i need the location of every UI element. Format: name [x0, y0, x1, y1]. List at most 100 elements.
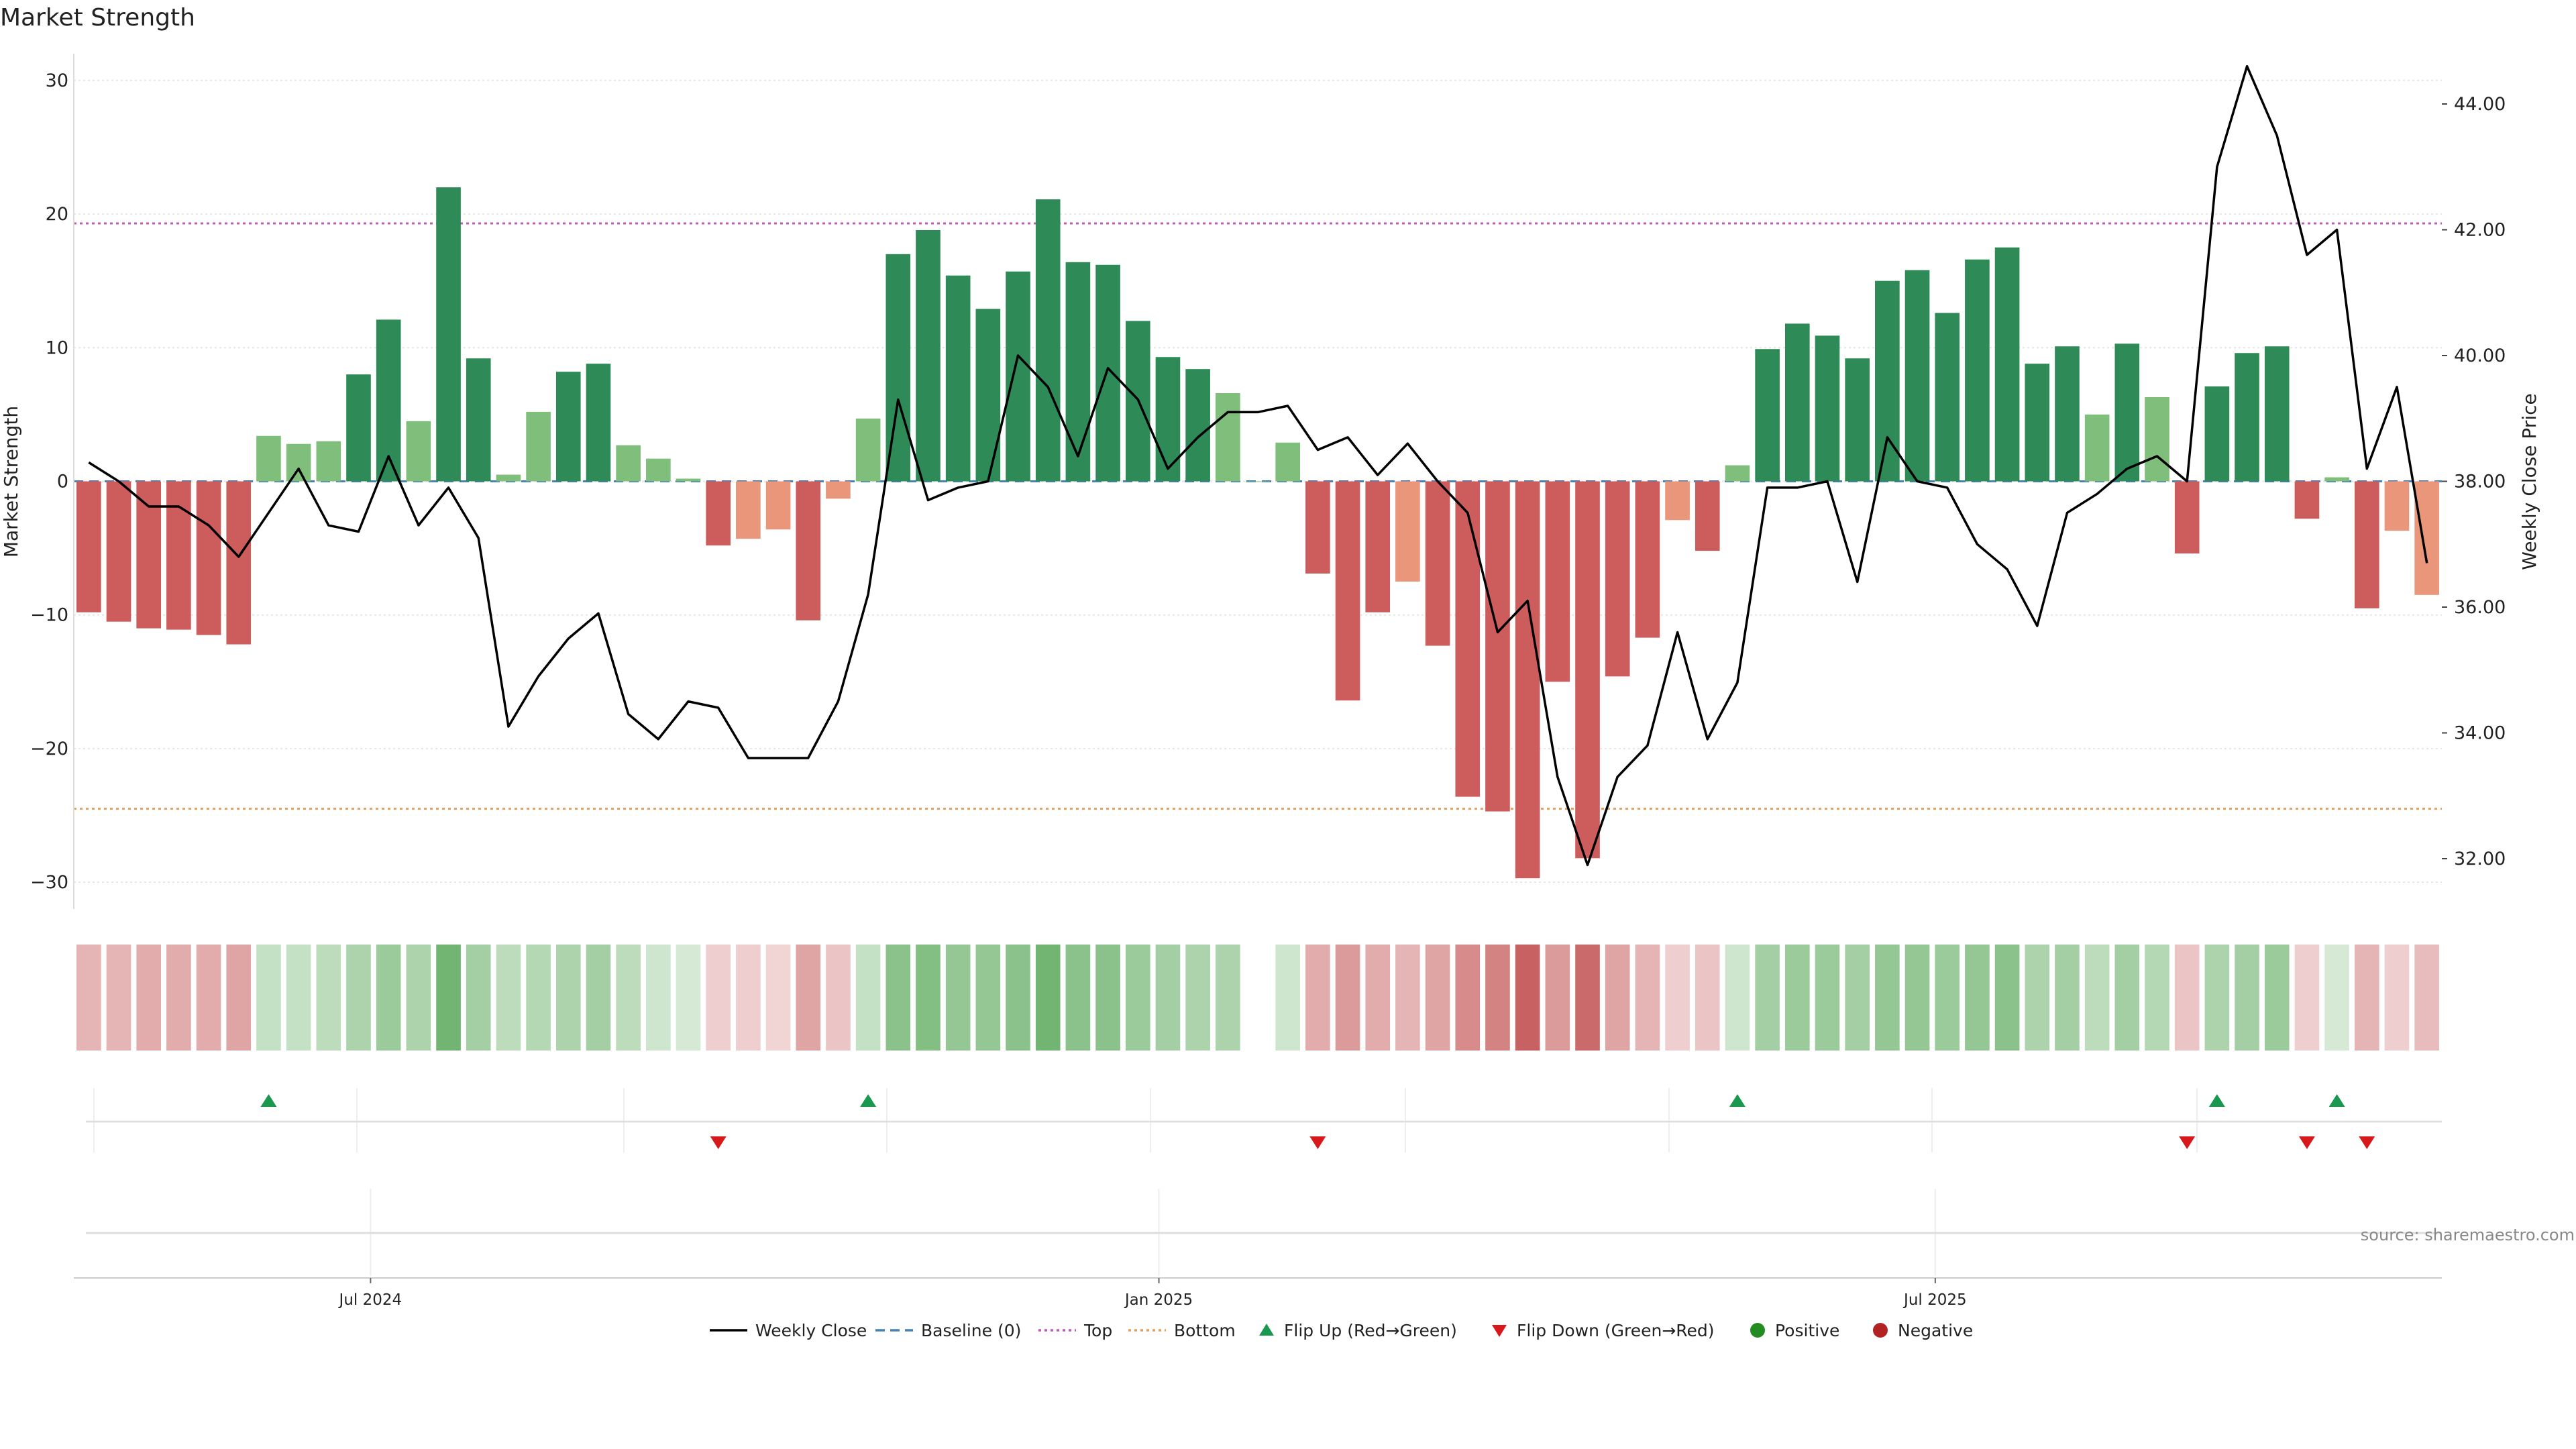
strength-bar [2324, 477, 2349, 482]
heat-cell [2114, 945, 2140, 1051]
strength-bar [496, 474, 521, 482]
legend-label: Flip Up (Red→Green) [1284, 1321, 1457, 1340]
flip-up-marker [2328, 1094, 2345, 1107]
strength-bar [2294, 481, 2320, 519]
strength-bar [945, 275, 971, 482]
strength-bar [1335, 481, 1360, 701]
heat-cell [1784, 945, 1810, 1051]
heat-cell [1215, 945, 1240, 1051]
strength-bar [646, 458, 671, 482]
strength-bars [76, 187, 2439, 879]
flip-down-marker [710, 1136, 727, 1149]
strength-bar [676, 478, 701, 482]
y-right-tick-label: 36.00 [2454, 597, 2506, 618]
strength-bar [406, 421, 431, 482]
strength-bar [706, 481, 731, 546]
heat-cell [496, 945, 521, 1051]
legend-swatch [1492, 1325, 1507, 1337]
strength-bar [1575, 481, 1600, 859]
strength-bar [1515, 481, 1540, 879]
heat-cell [2294, 945, 2320, 1051]
strength-bar [2384, 481, 2410, 531]
heat-cell [1065, 945, 1091, 1051]
strength-bar [1635, 481, 1660, 638]
strength-bar [376, 319, 401, 482]
heat-cell [1365, 945, 1391, 1051]
heat-cell [945, 945, 971, 1051]
legend-swatch [1750, 1323, 1765, 1338]
strength-bar [736, 481, 761, 539]
strength-bar [2025, 364, 2050, 482]
heat-cell [796, 945, 821, 1051]
strength-bar [1665, 481, 1690, 521]
heat-cell [466, 945, 491, 1051]
y-axis-right-label: Weekly Close Price [2518, 393, 2540, 570]
y-left-tick-label: −30 [30, 872, 68, 893]
heat-cell [1006, 945, 1030, 1051]
strength-bar [1275, 442, 1301, 482]
strength-bar [166, 481, 191, 630]
strength-bar [1485, 481, 1510, 812]
heat-cell [1155, 945, 1181, 1051]
strength-bar [2414, 481, 2439, 595]
strength-bar [765, 481, 791, 530]
heat-cell [1305, 945, 1330, 1051]
heat-cell [136, 945, 162, 1051]
legend-label: Positive [1775, 1321, 1839, 1340]
heat-cell [2174, 945, 2200, 1051]
flip-up-marker [260, 1094, 277, 1107]
y-right-tick-label: 32.00 [2454, 849, 2506, 869]
strength-bar [1784, 323, 1810, 482]
heat-cell [1545, 945, 1570, 1051]
strength-bar [1006, 271, 1030, 482]
flip-down-marker [2359, 1136, 2375, 1149]
y-left-tick-label: −20 [30, 739, 68, 759]
strength-bar [1545, 481, 1570, 682]
heat-cell [1185, 945, 1210, 1051]
strength-bar [2055, 346, 2080, 482]
strength-bar [975, 309, 1001, 482]
heat-cell [1575, 945, 1600, 1051]
strength-bar [1904, 270, 1930, 482]
strength-bar [2174, 481, 2200, 554]
heat-cell [1875, 945, 1900, 1051]
strength-bar [196, 481, 221, 635]
heat-cell [1635, 945, 1660, 1051]
strength-bar [2354, 481, 2379, 608]
heat-cell [1695, 945, 1720, 1051]
strength-bar [826, 481, 851, 499]
legend: Weekly Close Baseline (0) Top Bottom Flip Up… [710, 1321, 1973, 1340]
heat-cell [1665, 945, 1690, 1051]
strength-bar [1755, 349, 1780, 482]
heat-cell [226, 945, 252, 1051]
heat-cell [1904, 945, 1930, 1051]
legend-label: Baseline (0) [921, 1321, 1021, 1340]
strength-bar [76, 481, 101, 612]
strength-bar [136, 481, 162, 629]
y-right-tick-label: 44.00 [2454, 94, 2506, 115]
y-right-tick-label: 42.00 [2454, 220, 2506, 241]
heat-cell [1275, 945, 1301, 1051]
source-note: source: sharemaestro.com [2361, 1226, 2575, 1244]
heat-cell [1725, 945, 1750, 1051]
y-axis-left-label: Market Strength [0, 406, 22, 557]
strength-bar [555, 372, 581, 482]
heat-cell [765, 945, 791, 1051]
legend-label: Bottom [1174, 1321, 1236, 1340]
strength-bar [526, 411, 551, 482]
heat-cell [106, 945, 131, 1051]
strength-bar [1035, 199, 1061, 482]
axes: 30 20 10 0 −10 −20 −30 44.00 42.00 40.00 38.00 36.0… [30, 54, 2506, 909]
flip-markers-panel [86, 1088, 2442, 1152]
heat-cell [2384, 945, 2410, 1051]
heat-cell [2084, 945, 2110, 1051]
heat-cell [1845, 945, 1870, 1051]
heat-cell [376, 945, 401, 1051]
heat-cell [2145, 945, 2169, 1051]
heat-cell [1515, 945, 1540, 1051]
y-left-tick-label: 20 [46, 204, 68, 225]
strength-bar [1065, 262, 1091, 482]
strength-bar [616, 445, 641, 482]
strength-bar [2114, 343, 2140, 482]
